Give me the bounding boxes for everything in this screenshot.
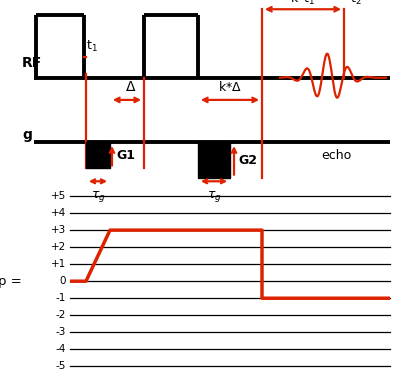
Text: G1: G1: [116, 149, 135, 162]
Text: -2: -2: [56, 310, 66, 320]
Text: -4: -4: [56, 344, 66, 354]
Text: $\Delta$: $\Delta$: [125, 80, 137, 94]
Text: -3: -3: [56, 327, 66, 337]
Text: +4: +4: [51, 208, 66, 218]
Text: -5: -5: [56, 361, 66, 370]
Text: k*t$_1$: k*t$_1$: [290, 0, 316, 7]
Text: -1: -1: [56, 293, 66, 303]
Text: +3: +3: [51, 225, 66, 235]
Text: RF: RF: [22, 56, 42, 70]
Text: +5: +5: [51, 191, 66, 201]
Text: t$_2$: t$_2$: [350, 0, 362, 7]
Text: t$_1$: t$_1$: [86, 38, 98, 54]
Text: $\tau_g$: $\tau_g$: [91, 189, 105, 205]
Text: p =: p =: [0, 275, 22, 288]
Text: 0: 0: [60, 276, 66, 286]
Text: k*$\Delta$: k*$\Delta$: [218, 80, 242, 94]
Text: $\tau_g$: $\tau_g$: [207, 189, 221, 205]
Text: +1: +1: [51, 259, 66, 269]
Bar: [198, 142, 230, 178]
Text: echo: echo: [321, 149, 351, 162]
Text: +2: +2: [51, 242, 66, 252]
Text: G2: G2: [238, 154, 257, 166]
Text: g: g: [22, 128, 32, 142]
Bar: [86, 142, 110, 168]
